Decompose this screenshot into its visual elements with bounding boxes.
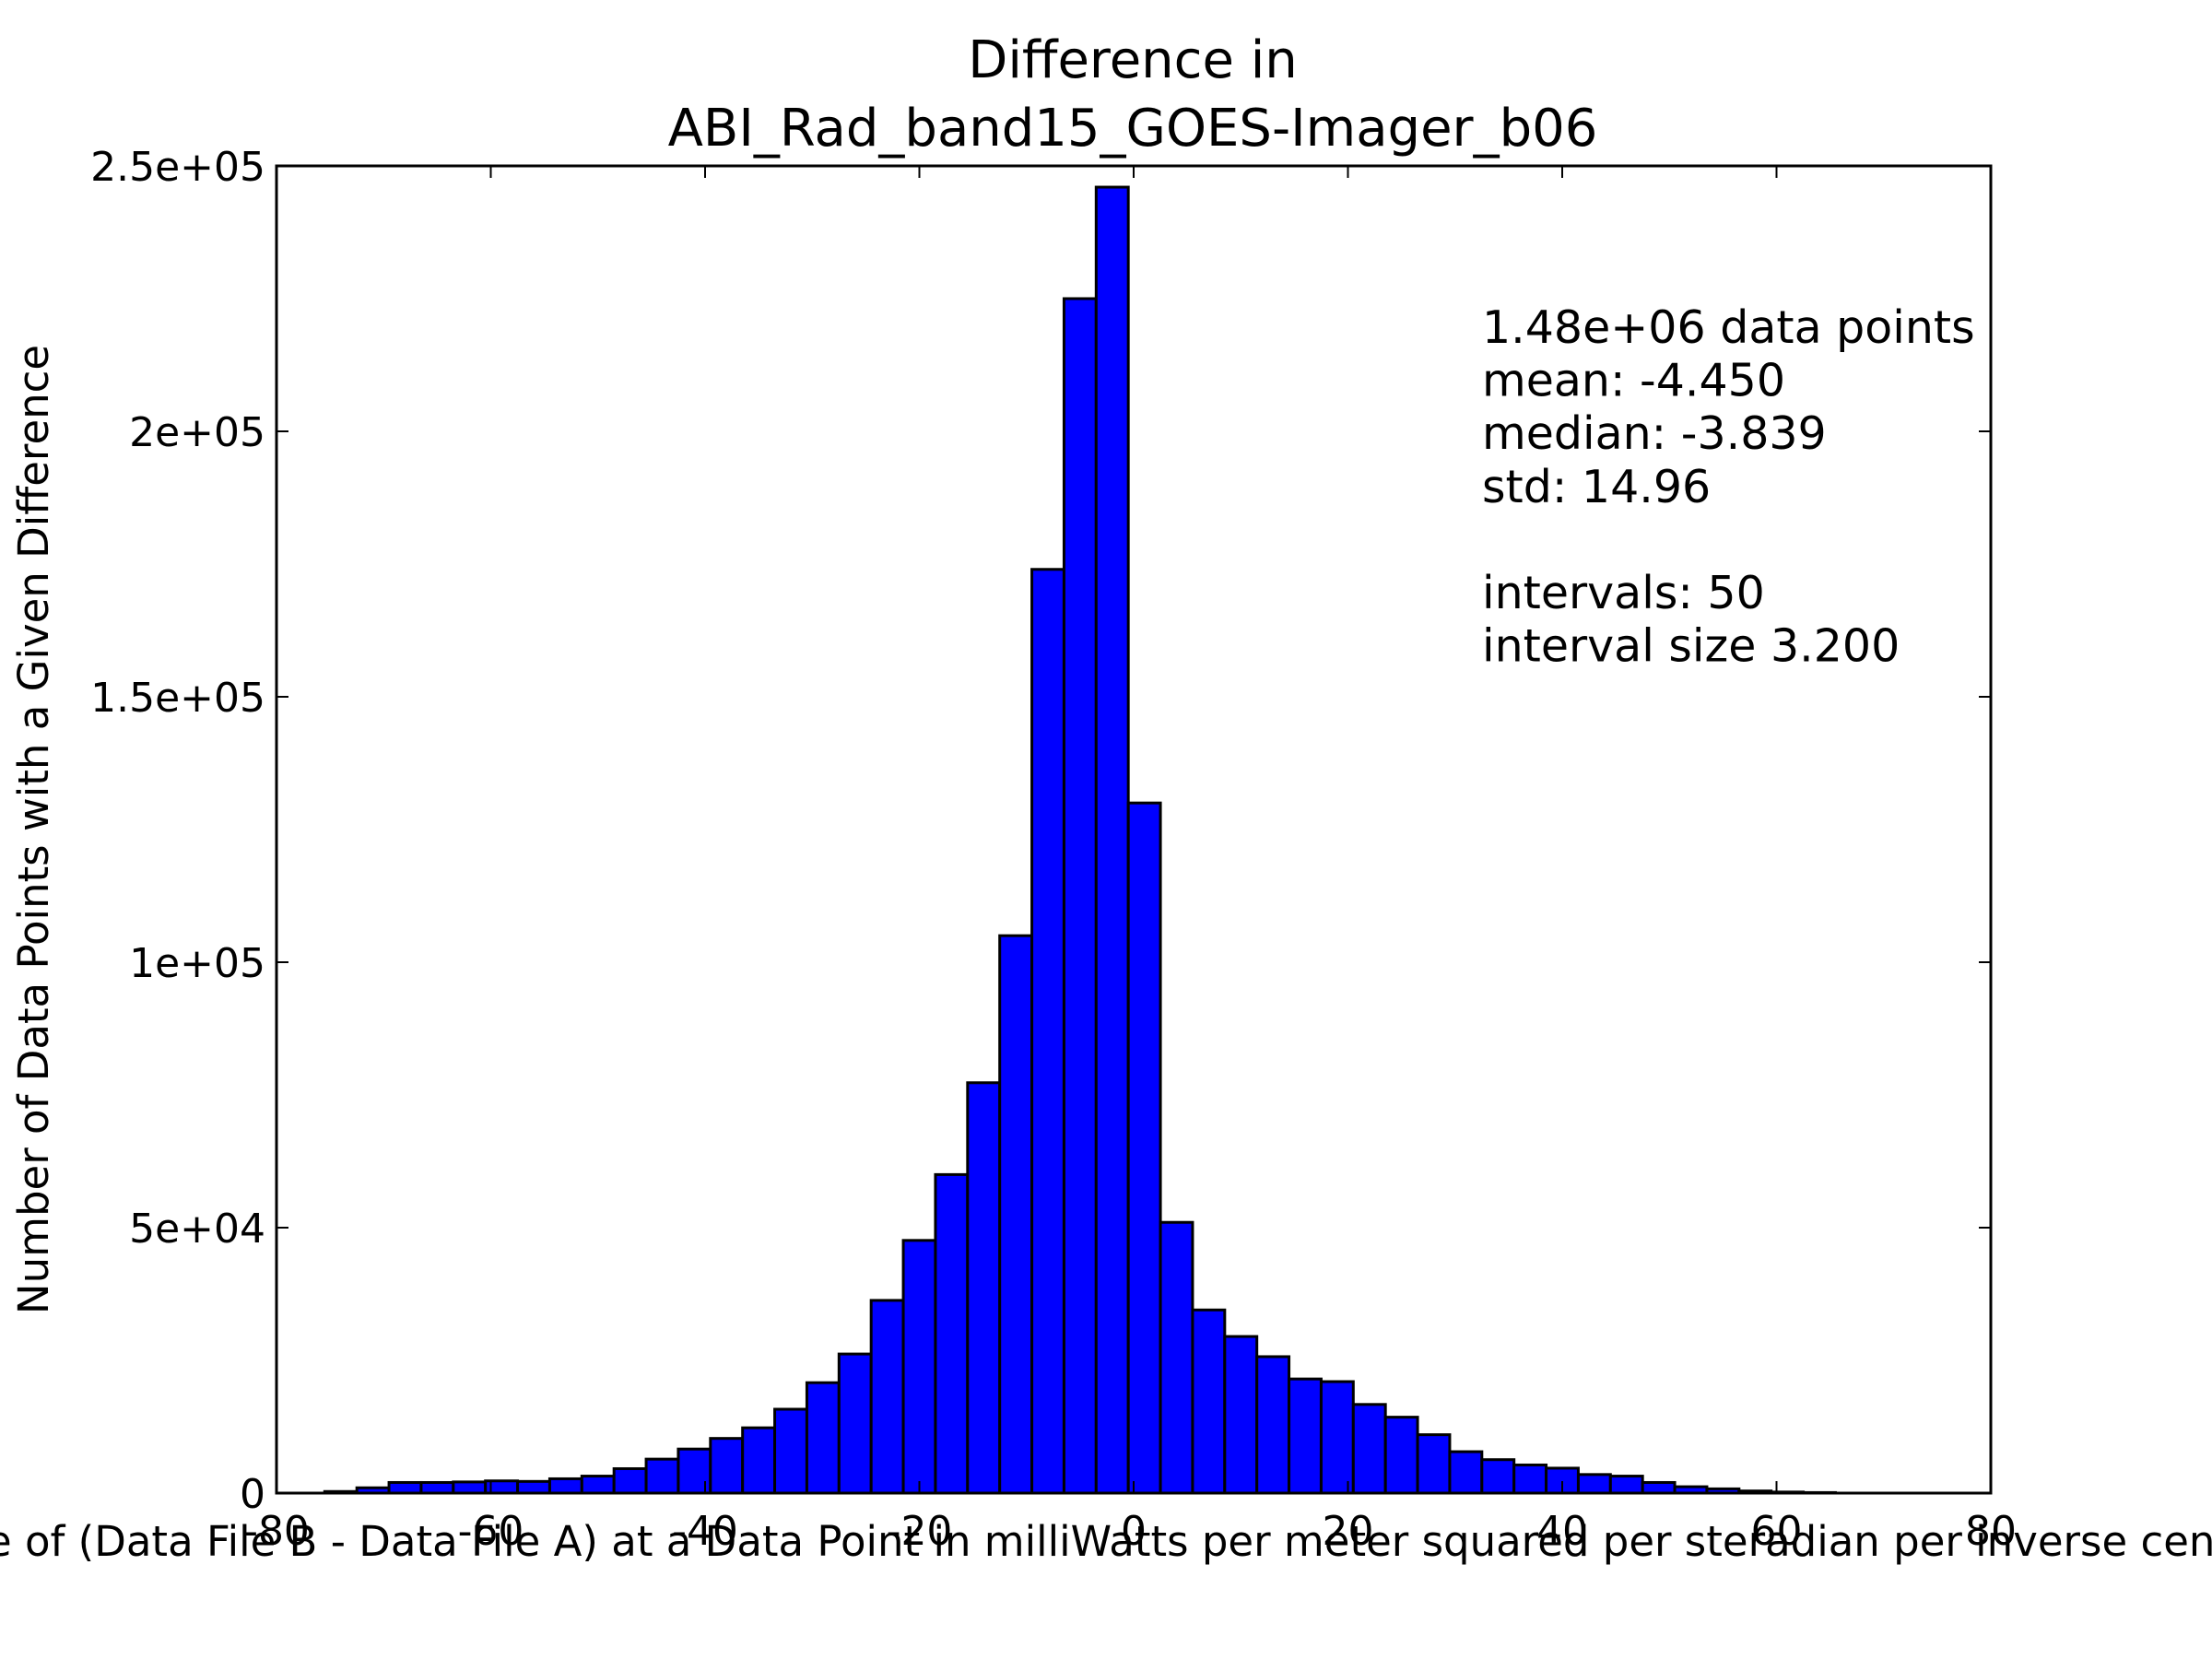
x-tick-label: -80 [243, 1508, 310, 1555]
x-tick-label: 20 [1323, 1508, 1374, 1555]
stats-line: interval size 3.200 [1482, 620, 1900, 673]
histogram-bar [837, 1352, 873, 1495]
x-tick-label: 60 [1751, 1508, 1803, 1555]
stats-line: 1.48e+06 data points [1482, 301, 1975, 354]
histogram-bar [1159, 1220, 1194, 1495]
x-tick-label: 0 [1121, 1508, 1147, 1555]
histogram-bar [1094, 185, 1130, 1495]
histogram-bar [1576, 1473, 1612, 1495]
histogram-bar [644, 1457, 680, 1495]
bar-series [323, 185, 1837, 1495]
histogram-bar [612, 1467, 648, 1495]
chart-title-line-1: Difference in [968, 30, 1298, 90]
histogram-bar [516, 1479, 551, 1495]
histogram-bar [580, 1475, 616, 1495]
histogram-bar [1062, 297, 1098, 1495]
histogram-bar [1223, 1335, 1259, 1495]
histogram-bar [1383, 1416, 1419, 1495]
histogram-bar [547, 1477, 583, 1495]
y-tick-label: 1.5e+05 [90, 675, 265, 722]
chart-title-line-2: ABI_Rad_band15_GOES-Imager_b06 [668, 99, 1598, 159]
histogram-bar [452, 1480, 488, 1495]
histogram-bar [1416, 1433, 1452, 1495]
histogram-bar [901, 1239, 937, 1495]
histogram-bar [966, 1081, 1002, 1495]
histogram-bar [1288, 1377, 1323, 1495]
histogram-bar [419, 1480, 455, 1495]
x-tick-label: 80 [1965, 1508, 2017, 1555]
y-axis-label: Number of Data Points with a Given Diffe… [9, 345, 58, 1314]
histogram-bar [869, 1299, 905, 1495]
histogram-bar [1351, 1403, 1387, 1495]
x-tick-label: -60 [458, 1508, 524, 1555]
histogram-bar [1448, 1450, 1484, 1495]
histogram-bar [773, 1407, 808, 1495]
histogram-bar [998, 934, 1034, 1495]
y-tick-label: 1e+05 [129, 940, 265, 987]
x-axis: -80 -60 -40 -20 0 20 40 60 80 [243, 166, 2017, 1555]
histogram-bar [1319, 1380, 1355, 1495]
histogram-bar [741, 1426, 777, 1495]
x-axis-label: Value of (Data File B - Data File A) at … [0, 1517, 2212, 1566]
histogram-bar [709, 1437, 745, 1495]
stats-line: mean: -4.450 [1482, 355, 1785, 407]
histogram-bar [1255, 1355, 1291, 1495]
histogram-bar [387, 1480, 423, 1495]
stats-line: median: -3.839 [1482, 407, 1827, 460]
histogram-bar [1641, 1480, 1677, 1495]
histogram-bar [1512, 1463, 1548, 1495]
histogram-bar [934, 1172, 970, 1495]
histogram-bar [805, 1381, 841, 1495]
x-tick-label: -20 [887, 1508, 953, 1555]
stats-line: std: 14.96 [1482, 461, 1711, 513]
y-tick-label: 2.5e+05 [90, 144, 265, 191]
x-tick-label: -40 [672, 1508, 738, 1555]
histogram-bar [1126, 801, 1162, 1495]
y-tick-label: 5e+04 [129, 1206, 265, 1253]
y-tick-label: 2e+05 [129, 409, 265, 456]
y-axis: 0 5e+04 1e+05 1.5e+05 2e+05 2.5e+05 [90, 144, 1991, 1518]
histogram-bar [1480, 1458, 1516, 1495]
histogram-bar [1608, 1475, 1644, 1495]
stats-line: intervals: 50 [1482, 567, 1765, 619]
x-tick-label: 40 [1536, 1508, 1588, 1555]
y-tick-label: 0 [240, 1471, 265, 1518]
histogram-bar [1030, 568, 1065, 1495]
histogram-bar [1191, 1308, 1227, 1495]
